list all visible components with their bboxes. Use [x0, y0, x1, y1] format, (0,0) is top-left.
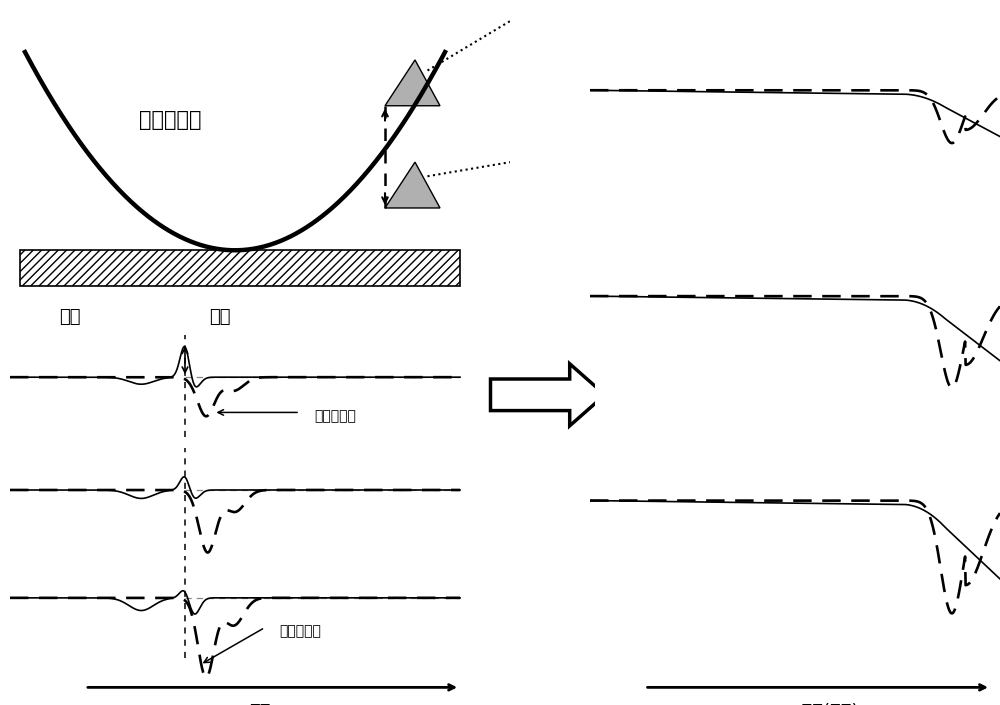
Text: 接近: 接近: [59, 308, 81, 326]
Text: 抽出: 抽出: [209, 308, 231, 326]
Text: 尖端的路径: 尖端的路径: [139, 110, 201, 130]
FancyArrow shape: [490, 364, 605, 426]
Text: 时间: 时间: [249, 703, 271, 705]
Polygon shape: [385, 60, 440, 106]
Text: 峰值轻敲力: 峰值轻敲力: [279, 624, 321, 638]
Text: z−位置(深度): z−位置(深度): [777, 703, 859, 705]
Polygon shape: [385, 162, 440, 208]
Bar: [20, 250, 460, 286]
Text: 峰值轻敲力: 峰值轻敲力: [314, 409, 356, 423]
